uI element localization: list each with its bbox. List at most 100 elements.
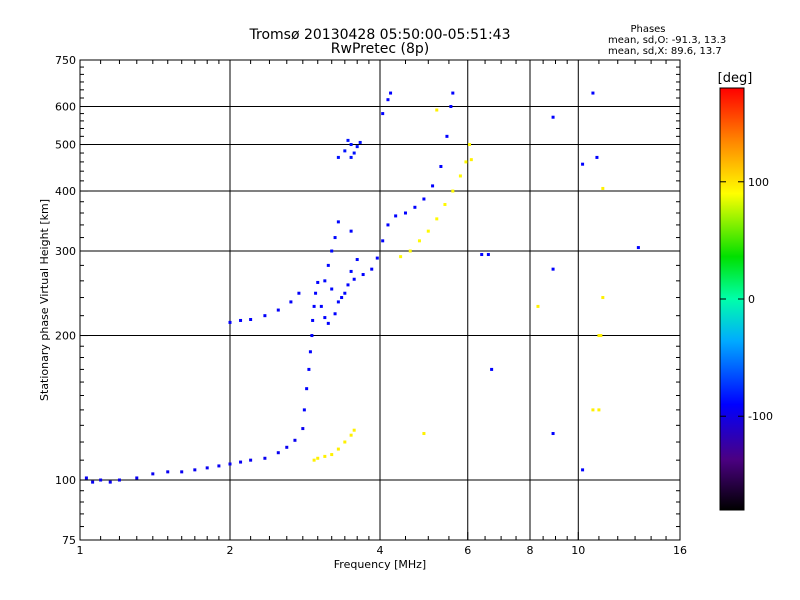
data-point xyxy=(249,317,253,321)
data-point xyxy=(239,460,243,464)
x-tick-label: 2 xyxy=(227,544,234,557)
data-point xyxy=(636,246,640,250)
data-point xyxy=(239,318,243,322)
series-x-trace-f xyxy=(399,143,472,259)
data-point xyxy=(343,440,347,444)
data-point xyxy=(108,480,112,484)
data-point xyxy=(426,229,430,233)
data-point xyxy=(228,320,232,324)
series-o-trace-rise xyxy=(302,280,320,412)
data-point xyxy=(293,438,297,442)
data-point xyxy=(595,155,599,159)
data-point xyxy=(355,145,359,149)
colorbar-tick-label: -100 xyxy=(748,410,773,423)
series-o-trace-cusp xyxy=(323,220,359,304)
data-point xyxy=(217,464,221,468)
data-point xyxy=(486,253,490,257)
x-tick-label: 16 xyxy=(673,544,687,557)
series-scattered xyxy=(349,91,640,472)
x-tick-label: 10 xyxy=(571,544,585,557)
data-point xyxy=(316,456,320,460)
data-point xyxy=(285,445,289,449)
data-point xyxy=(352,428,356,432)
y-tick-label: 400 xyxy=(55,185,76,198)
series-scattered-x xyxy=(422,108,605,436)
data-point xyxy=(551,267,555,271)
y-tick-label: 600 xyxy=(55,101,76,114)
data-point xyxy=(451,189,455,193)
data-point xyxy=(323,316,327,320)
data-point xyxy=(361,273,365,277)
data-point xyxy=(180,470,184,474)
data-point xyxy=(458,174,462,178)
data-point xyxy=(314,291,318,295)
data-point xyxy=(451,91,455,95)
data-point xyxy=(228,462,232,466)
data-point xyxy=(311,318,315,322)
phases-x-stats: mean, sd,X: 89.6, 13.7 xyxy=(608,46,722,57)
data-point xyxy=(333,312,337,316)
y-axis-label: Stationary phase Virtual Height [km] xyxy=(38,199,51,401)
data-point xyxy=(343,291,347,295)
series-o-cluster-high xyxy=(336,138,362,159)
data-point xyxy=(386,98,390,102)
data-point xyxy=(99,478,103,482)
data-point xyxy=(310,334,314,338)
data-point xyxy=(336,220,340,224)
data-point xyxy=(340,296,344,300)
data-point xyxy=(297,291,301,295)
y-tick-label: 750 xyxy=(55,54,76,67)
data-point xyxy=(91,480,95,484)
data-point xyxy=(346,138,350,142)
data-point xyxy=(307,367,311,371)
data-point xyxy=(343,149,347,153)
data-point xyxy=(301,427,305,431)
data-point xyxy=(205,466,209,470)
data-point xyxy=(536,304,540,308)
data-point xyxy=(308,350,312,354)
y-tick-label: 100 xyxy=(55,474,76,487)
data-point xyxy=(346,283,350,287)
series-o-trace-e xyxy=(228,291,301,324)
data-point xyxy=(435,108,439,112)
colorbar-label: [deg] xyxy=(718,71,753,86)
data-point xyxy=(375,256,379,260)
data-point xyxy=(464,160,468,164)
data-point xyxy=(386,223,390,227)
data-point xyxy=(323,454,327,458)
data-point xyxy=(551,115,555,119)
data-point xyxy=(333,236,337,240)
data-point xyxy=(319,304,323,308)
data-point xyxy=(330,287,334,291)
data-point xyxy=(312,458,316,462)
data-point xyxy=(591,91,595,95)
data-point xyxy=(431,184,435,188)
x-tick-label: 1 xyxy=(77,544,84,557)
data-point xyxy=(422,432,426,436)
data-point xyxy=(336,155,340,159)
y-tick-label: 500 xyxy=(55,139,76,152)
data-point xyxy=(480,253,484,257)
data-point xyxy=(349,143,353,147)
data-point xyxy=(117,478,121,482)
data-point xyxy=(263,314,267,318)
x-tick-label: 6 xyxy=(464,544,471,557)
data-point xyxy=(336,300,340,304)
data-point xyxy=(349,433,353,437)
x-tick-label: 8 xyxy=(527,544,534,557)
data-point xyxy=(469,158,473,162)
data-point xyxy=(370,267,374,271)
data-point xyxy=(399,255,403,259)
data-point xyxy=(601,296,605,300)
data-point xyxy=(349,155,353,159)
chart-subtitle: RwPretec (8p) xyxy=(331,41,429,57)
data-point xyxy=(597,334,601,338)
y-tick-label: 75 xyxy=(62,534,76,547)
data-point xyxy=(381,239,385,243)
data-point xyxy=(422,197,426,201)
data-point xyxy=(302,408,306,412)
data-point xyxy=(263,456,267,460)
data-point xyxy=(330,453,334,457)
data-point xyxy=(591,408,595,412)
data-point xyxy=(151,472,155,476)
